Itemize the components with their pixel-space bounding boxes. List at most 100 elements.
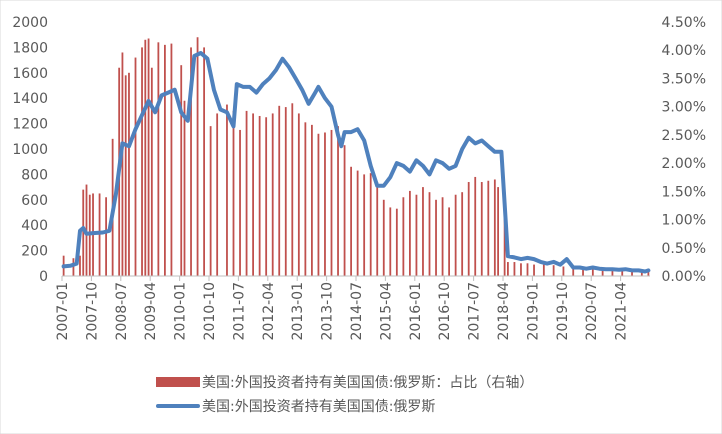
- bar: [150, 67, 153, 276]
- right-tick-label: 0.00%: [662, 269, 706, 285]
- x-tick-label: 2015-04: [378, 282, 394, 341]
- bar: [147, 38, 150, 277]
- left-tick-label: 2000: [12, 15, 48, 31]
- bar: [252, 113, 254, 276]
- bar: [317, 133, 320, 276]
- right-tick-label: 2.00%: [662, 156, 706, 172]
- x-tick-label: 2021-04: [614, 282, 630, 341]
- bar: [278, 105, 281, 276]
- bar-series: [62, 37, 650, 277]
- bar: [480, 182, 483, 276]
- bar: [343, 145, 346, 276]
- bar: [542, 264, 545, 276]
- bar: [363, 174, 366, 276]
- bar: [82, 189, 85, 276]
- x-tick-label: 2014-07: [349, 282, 365, 341]
- x-tick-label: 2009-04: [143, 282, 159, 341]
- bar: [376, 182, 379, 276]
- bar: [337, 126, 339, 276]
- x-tick-label: 2007-01: [55, 282, 71, 341]
- bar: [389, 207, 392, 276]
- x-tick-label: 2010-01: [173, 282, 189, 341]
- right-tick-label: 3.50%: [662, 71, 706, 87]
- x-tick-label: 2007-10: [84, 282, 100, 341]
- bar: [216, 113, 219, 276]
- right-tick-label: 4.50%: [662, 15, 706, 31]
- bar: [474, 176, 477, 276]
- bar: [226, 104, 228, 276]
- bar: [533, 264, 535, 276]
- bar: [552, 265, 555, 276]
- bar: [258, 115, 261, 276]
- bar: [356, 170, 359, 276]
- left-tick-label: 1600: [12, 66, 48, 82]
- x-tick-label: 2016-10: [437, 282, 453, 341]
- line-series: [61, 51, 651, 274]
- bar: [232, 110, 235, 277]
- bar: [124, 75, 127, 276]
- x-tick-label: 2013-01: [290, 282, 306, 341]
- bar: [271, 113, 274, 276]
- bar: [395, 208, 398, 276]
- x-tick-label: 2011-07: [231, 282, 247, 341]
- bar: [239, 129, 241, 276]
- bar: [121, 52, 124, 277]
- bar: [245, 110, 248, 277]
- legend-swatch-line: [156, 404, 200, 408]
- bar: [180, 65, 183, 277]
- x-tick-label: 2008-07: [114, 282, 130, 341]
- bar: [324, 132, 326, 276]
- right-axis-ticks: 0.00% 0.50% 1.00% 1.50% 2.00% 2.50% 3.00% 3.50%…: [662, 15, 706, 285]
- bar: [454, 194, 457, 276]
- left-tick-label: 1000: [12, 142, 48, 158]
- x-tick-label: 2016-01: [408, 282, 424, 341]
- bar: [497, 187, 499, 276]
- bar: [415, 194, 418, 276]
- bar: [170, 43, 173, 277]
- bar: [330, 129, 333, 276]
- bar: [382, 199, 385, 276]
- x-tick-label: 2010-10: [202, 282, 218, 341]
- left-tick-label: 200: [21, 244, 48, 260]
- bar: [409, 190, 411, 276]
- bar: [572, 265, 575, 276]
- bar: [467, 182, 470, 276]
- left-axis-ticks: 0 200 400 600 800 1000 1200 1400 1600 1800 2000: [12, 15, 48, 285]
- bar: [591, 267, 594, 276]
- bar: [350, 166, 352, 276]
- bar: [98, 193, 101, 276]
- bar: [190, 47, 192, 277]
- right-tick-label: 1.00%: [662, 213, 706, 229]
- bar: [621, 269, 624, 276]
- bar: [428, 192, 431, 276]
- left-tick-label: 0: [39, 269, 48, 285]
- bar: [203, 47, 205, 277]
- legend-item-bar: 美国:外国投资者持有美国国债:俄罗斯：占比（右轴）: [156, 372, 533, 392]
- bar: [196, 37, 199, 276]
- legend-label-bar: 美国:外国投资者持有美国国债:俄罗斯：占比（右轴）: [202, 375, 534, 391]
- bar: [640, 270, 643, 276]
- legend-label-line: 美国:外国投资者持有美国国债:俄罗斯: [202, 399, 436, 415]
- x-tick-label: 2013-10: [320, 282, 336, 341]
- bar: [461, 192, 464, 276]
- right-tick-label: 0.50%: [662, 241, 706, 257]
- bar: [582, 267, 584, 276]
- bar: [647, 270, 650, 276]
- bar: [562, 266, 565, 276]
- bar: [157, 42, 160, 276]
- x-tick-label: 2019-10: [555, 282, 571, 341]
- bar: [369, 173, 372, 276]
- left-tick-label: 800: [21, 167, 48, 183]
- bar: [105, 197, 107, 276]
- bar: [209, 126, 212, 276]
- bar: [520, 263, 522, 276]
- left-tick-label: 1800: [12, 40, 48, 56]
- bar: [441, 197, 444, 276]
- bar: [487, 180, 490, 276]
- bar: [402, 197, 405, 276]
- bar: [128, 72, 130, 276]
- x-tick-label: 2020-07: [584, 282, 600, 341]
- bar: [526, 263, 529, 276]
